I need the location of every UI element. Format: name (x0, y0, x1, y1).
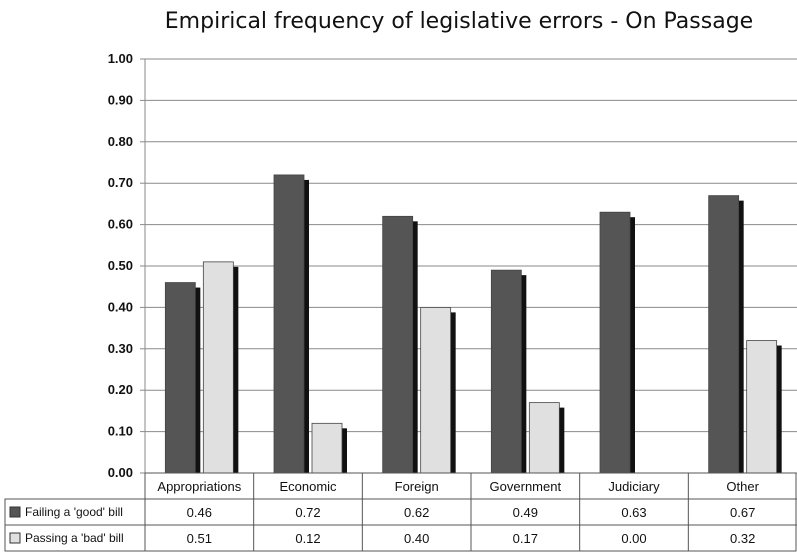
data-label: 0.67 (730, 505, 755, 520)
y-tick-label: 0.30 (108, 341, 133, 356)
legend-swatch (9, 506, 21, 518)
gridlines (145, 58, 797, 474)
bar-failing (382, 215, 414, 474)
bar-failing (490, 269, 522, 474)
y-tick-label: 0.00 (108, 465, 133, 480)
data-label: 0.00 (621, 531, 646, 546)
y-tick-label: 0.10 (108, 424, 133, 439)
category-label: Other (726, 479, 759, 494)
y-tick-label: 0.40 (108, 299, 133, 314)
data-label: 0.63 (621, 505, 646, 520)
y-tick-label: 0.60 (108, 217, 133, 232)
bar-failing (164, 282, 196, 474)
y-tick-label: 0.70 (108, 175, 133, 190)
data-label: 0.17 (513, 531, 538, 546)
y-tick-label: 1.00 (108, 51, 133, 66)
data-table: Appropriations Economic Foreign Government J… (4, 472, 797, 552)
y-tick-label: 0.50 (108, 258, 133, 273)
y-tick-label: 0.80 (108, 134, 133, 149)
legend-label: Passing a 'bad' bill (25, 531, 124, 545)
data-label: 0.32 (730, 531, 755, 546)
axes: 0.00 0.10 0.20 0.30 0.40 0.50 0.60 0.70 0.80 0.90… (108, 51, 146, 480)
bar-passing (746, 340, 778, 474)
data-label: 0.51 (187, 531, 212, 546)
bar-passing (420, 306, 452, 474)
bar-passing (528, 402, 560, 474)
data-label: 0.12 (295, 531, 320, 546)
bars (164, 174, 782, 474)
data-label: 0.40 (404, 531, 429, 546)
bar-passing (202, 261, 234, 474)
data-label: 0.49 (513, 505, 538, 520)
category-label: Foreign (395, 479, 439, 494)
bar-failing (273, 174, 305, 474)
category-label: Government (490, 479, 562, 494)
legend-swatch (9, 532, 21, 544)
y-tick-label: 0.20 (108, 382, 133, 397)
data-label: 0.72 (295, 505, 320, 520)
data-label: 0.46 (187, 505, 212, 520)
category-label: Economic (279, 479, 337, 494)
bar-passing (311, 422, 343, 474)
category-label: Judiciary (608, 479, 660, 494)
legend-label: Failing a 'good' bill (25, 505, 123, 519)
category-label: Appropriations (157, 479, 241, 494)
y-tick-label: 0.90 (108, 92, 133, 107)
bar-failing (599, 211, 631, 474)
data-label: 0.62 (404, 505, 429, 520)
bar-failing (708, 195, 740, 474)
chart-title: Empirical frequency of legislative error… (165, 9, 753, 34)
